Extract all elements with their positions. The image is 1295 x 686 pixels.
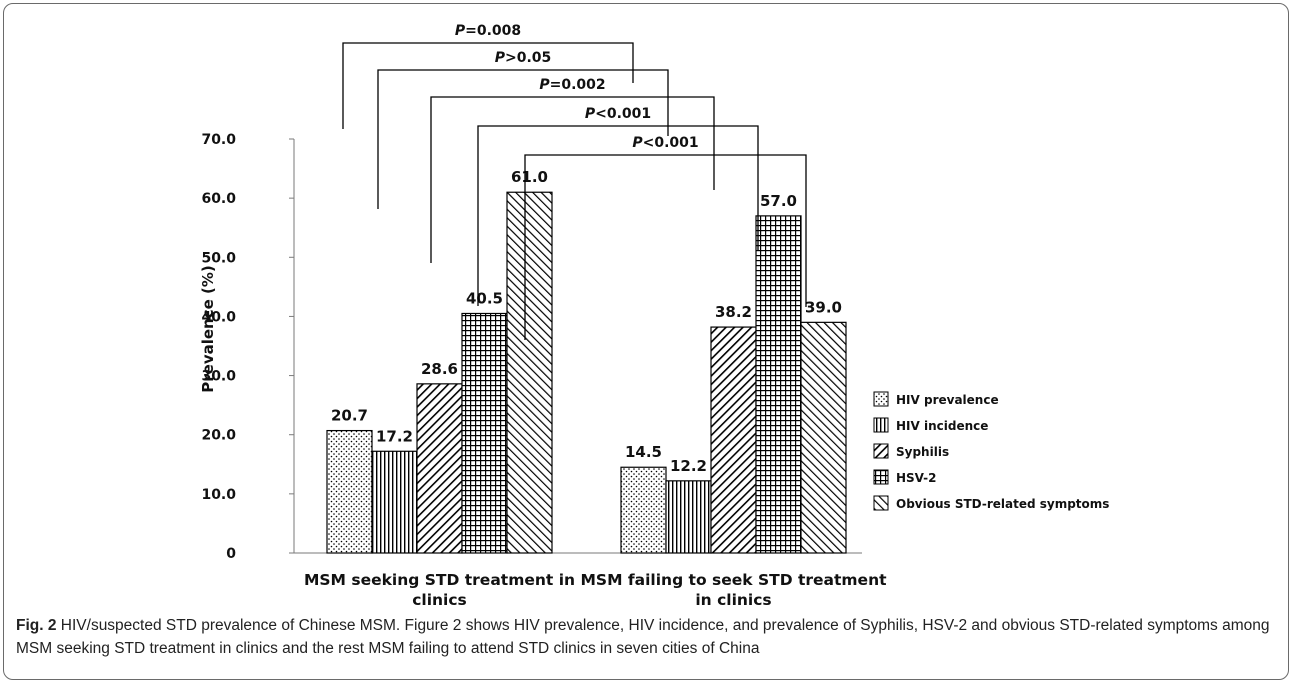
bar-vertical bbox=[371, 450, 418, 554]
y-tick-label: 60.0 bbox=[201, 191, 236, 207]
bar-value-label: 38.2 bbox=[715, 303, 752, 321]
x-category-label: in clinics bbox=[695, 591, 771, 609]
p-value-label: P>0.05 bbox=[495, 50, 552, 66]
x-category-label: clinics bbox=[412, 591, 467, 609]
bar-grid bbox=[755, 215, 802, 554]
x-axis-category-labels: MSM seeking STD treatment in clinics MSM f… bbox=[304, 571, 887, 609]
bar-value-label: 61.0 bbox=[511, 168, 548, 186]
bar-value-label: 39.0 bbox=[805, 298, 842, 316]
p-value-label: P<0.001 bbox=[632, 135, 698, 151]
y-tick-label: 30.0 bbox=[201, 369, 236, 385]
bar-vertical bbox=[665, 480, 712, 554]
bar-value-label: 57.0 bbox=[760, 192, 797, 210]
x-category-label: MSM seeking STD treatment in bbox=[304, 571, 575, 589]
bar-chart: Prevalence (%) 0 10.0 20.0 30.0 40.0 50.0 60.0… bbox=[199, 23, 1109, 609]
significance-bracket bbox=[377, 69, 669, 209]
y-tick-label: 10.0 bbox=[201, 487, 236, 503]
figure-frame bbox=[3, 3, 1289, 680]
y-tick-label: 20.0 bbox=[201, 428, 236, 444]
figure-caption: Fig. 2 HIV/suspected STD prevalence of C… bbox=[16, 614, 1278, 660]
y-tick-label: 40.0 bbox=[201, 309, 236, 325]
legend-swatch-diag-up bbox=[873, 495, 889, 511]
legend-label: Obvious STD-related symptoms bbox=[896, 497, 1109, 511]
bar-value-labels: 20.7 14.5 17.2 12.2 28.6 38.2 40.5 57.0 61.0 39.0 bbox=[331, 168, 842, 475]
p-value-label: P<0.001 bbox=[585, 106, 651, 122]
legend: HIV prevalence HIV incidence Syphilis HSV-2… bbox=[873, 391, 1109, 511]
significance-bracket bbox=[524, 154, 807, 340]
significance-bracket bbox=[430, 96, 715, 263]
bar-diag-up bbox=[800, 321, 847, 554]
bar-value-label: 12.2 bbox=[670, 457, 707, 475]
p-value-label: P=0.002 bbox=[539, 77, 605, 93]
bar-grid bbox=[461, 312, 508, 554]
bar-diag-up bbox=[506, 191, 553, 554]
bar-value-label: 28.6 bbox=[421, 360, 458, 378]
y-axis-ticks: 0 10.0 20.0 30.0 40.0 50.0 60.0 70.0 bbox=[201, 132, 294, 562]
bar-diag-down bbox=[710, 326, 757, 554]
bar-dots bbox=[620, 466, 667, 554]
p-value-label: P=0.008 bbox=[455, 23, 521, 39]
legend-label: HSV-2 bbox=[896, 471, 936, 485]
legend-label: HIV prevalence bbox=[896, 393, 999, 407]
x-category-label: MSM failing to seek STD treatment bbox=[580, 571, 887, 589]
significance-bracket bbox=[342, 42, 634, 129]
legend-label: Syphilis bbox=[896, 445, 949, 459]
bar-value-label: 20.7 bbox=[331, 407, 368, 425]
legend-swatch-vertical bbox=[873, 417, 889, 433]
legend-swatch-grid bbox=[873, 469, 889, 485]
y-tick-label: 0 bbox=[226, 546, 236, 562]
y-tick-label: 50.0 bbox=[201, 250, 236, 266]
bar-value-label: 40.5 bbox=[466, 289, 503, 307]
significance-bracket bbox=[477, 125, 759, 306]
bar-value-label: 17.2 bbox=[376, 427, 413, 445]
bar-diag-down bbox=[416, 383, 463, 554]
bars bbox=[326, 191, 847, 554]
y-tick-label: 70.0 bbox=[201, 132, 236, 148]
legend-swatch-diag-down bbox=[873, 443, 889, 459]
legend-swatch-dots bbox=[873, 391, 889, 407]
legend-label: HIV incidence bbox=[896, 419, 988, 433]
caption-text: HIV/suspected STD prevalence of Chinese … bbox=[16, 617, 1270, 657]
y-axis-label: Prevalence (%) bbox=[199, 265, 217, 393]
bar-dots bbox=[326, 429, 373, 554]
bar-value-label: 14.5 bbox=[625, 443, 662, 461]
significance-brackets: P=0.008 P>0.05 P=0.002 P<0.001 P<0.001 bbox=[342, 23, 807, 340]
figure-label: Fig. 2 bbox=[16, 617, 57, 634]
